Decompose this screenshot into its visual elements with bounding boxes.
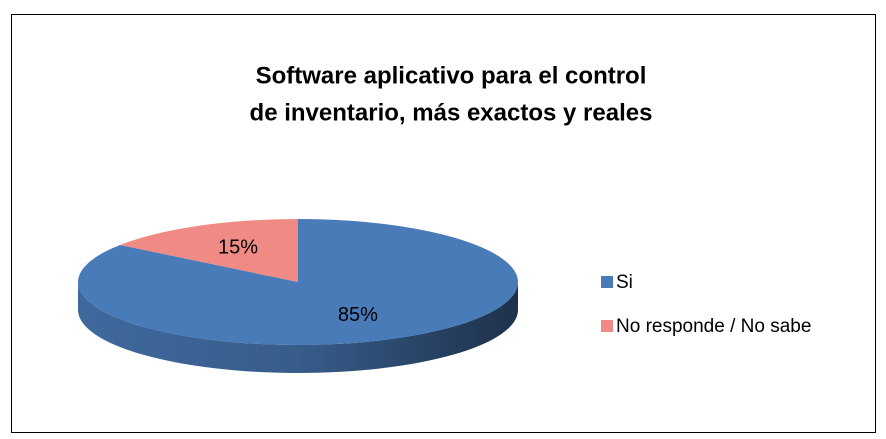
data-label: 15% — [218, 237, 258, 259]
data-label: 85% — [338, 304, 378, 326]
chart-border — [11, 14, 876, 433]
legend-label: No responde / No sabe — [616, 316, 811, 337]
pie-side-shade — [78, 282, 518, 373]
legend-label: Si — [616, 272, 633, 293]
pie-slice — [120, 219, 298, 282]
chart-title: Software aplicativo para el control — [256, 62, 647, 89]
chart-title: de inventario, más exactos y reales — [250, 99, 653, 126]
pie-slice — [77, 219, 519, 346]
legend-swatch — [601, 276, 613, 288]
legend-swatch — [601, 320, 613, 332]
